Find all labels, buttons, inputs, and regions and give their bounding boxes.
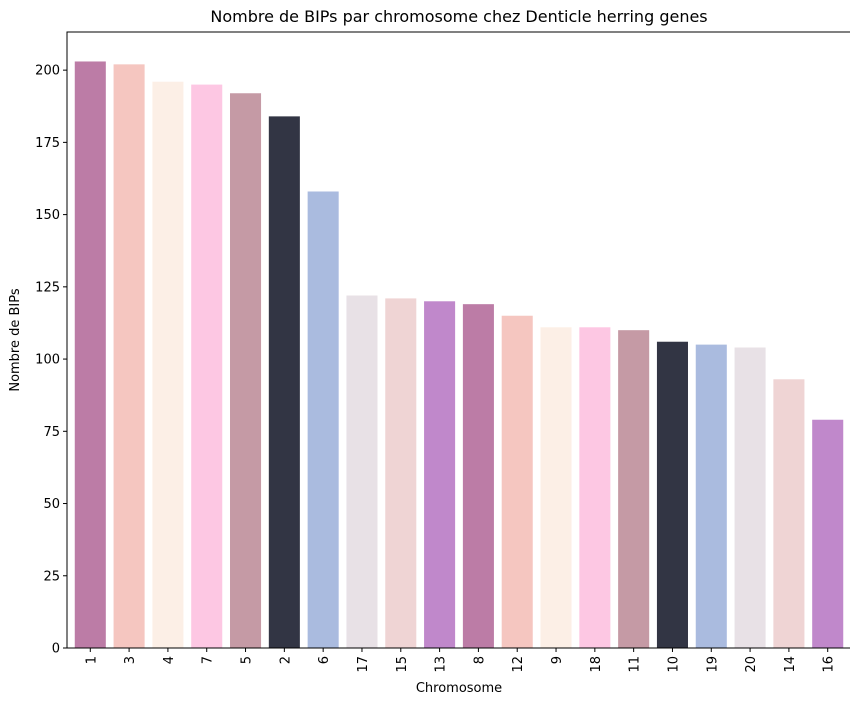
bars-layer	[74, 61, 844, 649]
x-tick-label: 8	[472, 656, 487, 664]
bar-chromosome-14	[773, 379, 805, 648]
bar-chromosome-16	[812, 419, 844, 648]
y-tick-label: 75	[43, 425, 60, 440]
x-tick-label: 3	[123, 656, 138, 664]
x-tick-label: 6	[317, 656, 332, 664]
x-tick-label: 2	[278, 656, 293, 664]
y-tick-label: 100	[35, 353, 60, 368]
bar-chromosome-12	[501, 315, 533, 648]
x-tick-label: 14	[783, 656, 798, 673]
y-tick-label: 175	[35, 136, 60, 151]
plot-frame	[66, 31, 850, 649]
x-tick-label: 12	[511, 656, 526, 673]
x-axis-ticks: 1 3 4 7 5 2 6 17 15 13 8 12 9 18 11 10 19 20 14 16	[84, 648, 837, 673]
y-tick-label: 0	[52, 642, 60, 657]
x-tick-label: 16	[822, 656, 837, 673]
bar-chromosome-19	[695, 344, 727, 648]
x-tick-label: 4	[162, 656, 177, 664]
y-tick-label: 25	[43, 569, 60, 584]
x-tick-label: 13	[434, 656, 449, 673]
bar-chromosome-9	[540, 327, 572, 648]
chart-title: Nombre de BIPs par chromosome chez Denti…	[210, 7, 707, 26]
bar-chromosome-1	[74, 61, 106, 649]
y-tick-label: 200	[35, 64, 60, 79]
bar-chromosome-20	[734, 347, 766, 648]
bar-chromosome-17	[346, 295, 378, 648]
bar-chromosome-8	[462, 304, 494, 648]
bar-chromosome-5	[230, 93, 262, 648]
x-tick-label: 18	[589, 656, 604, 673]
bar-chromosome-3	[113, 64, 145, 649]
bar-chromosome-6	[307, 191, 339, 649]
x-tick-label: 19	[705, 656, 720, 673]
bar-chromosome-13	[424, 301, 456, 648]
bar-chromosome-7	[191, 84, 223, 649]
x-tick-label: 9	[550, 656, 565, 664]
x-tick-label: 20	[744, 656, 759, 673]
bar-chromosome-11	[618, 330, 650, 648]
x-tick-label: 17	[356, 656, 371, 673]
bar-chromosome-2	[268, 116, 300, 649]
x-tick-label: 10	[666, 656, 681, 673]
x-tick-label: 7	[201, 656, 216, 664]
bar-chromosome-10	[656, 341, 688, 648]
x-tick-label: 5	[240, 656, 255, 664]
x-tick-label: 1	[84, 656, 99, 664]
bar-chromosome-18	[579, 327, 611, 648]
y-tick-label: 50	[43, 497, 60, 512]
x-axis-title: Chromosome	[416, 681, 502, 696]
y-axis-title: Nombre de BIPs	[8, 288, 23, 392]
x-tick-label: 11	[628, 656, 643, 673]
y-axis-ticks: 0 25 50 75 100 125 150 175 200	[35, 64, 67, 657]
y-tick-label: 150	[35, 208, 60, 223]
bar-chromosome-15	[385, 298, 417, 648]
x-tick-label: 15	[395, 656, 410, 673]
y-tick-label: 125	[35, 280, 60, 295]
bar-chromosome-4	[152, 81, 184, 648]
